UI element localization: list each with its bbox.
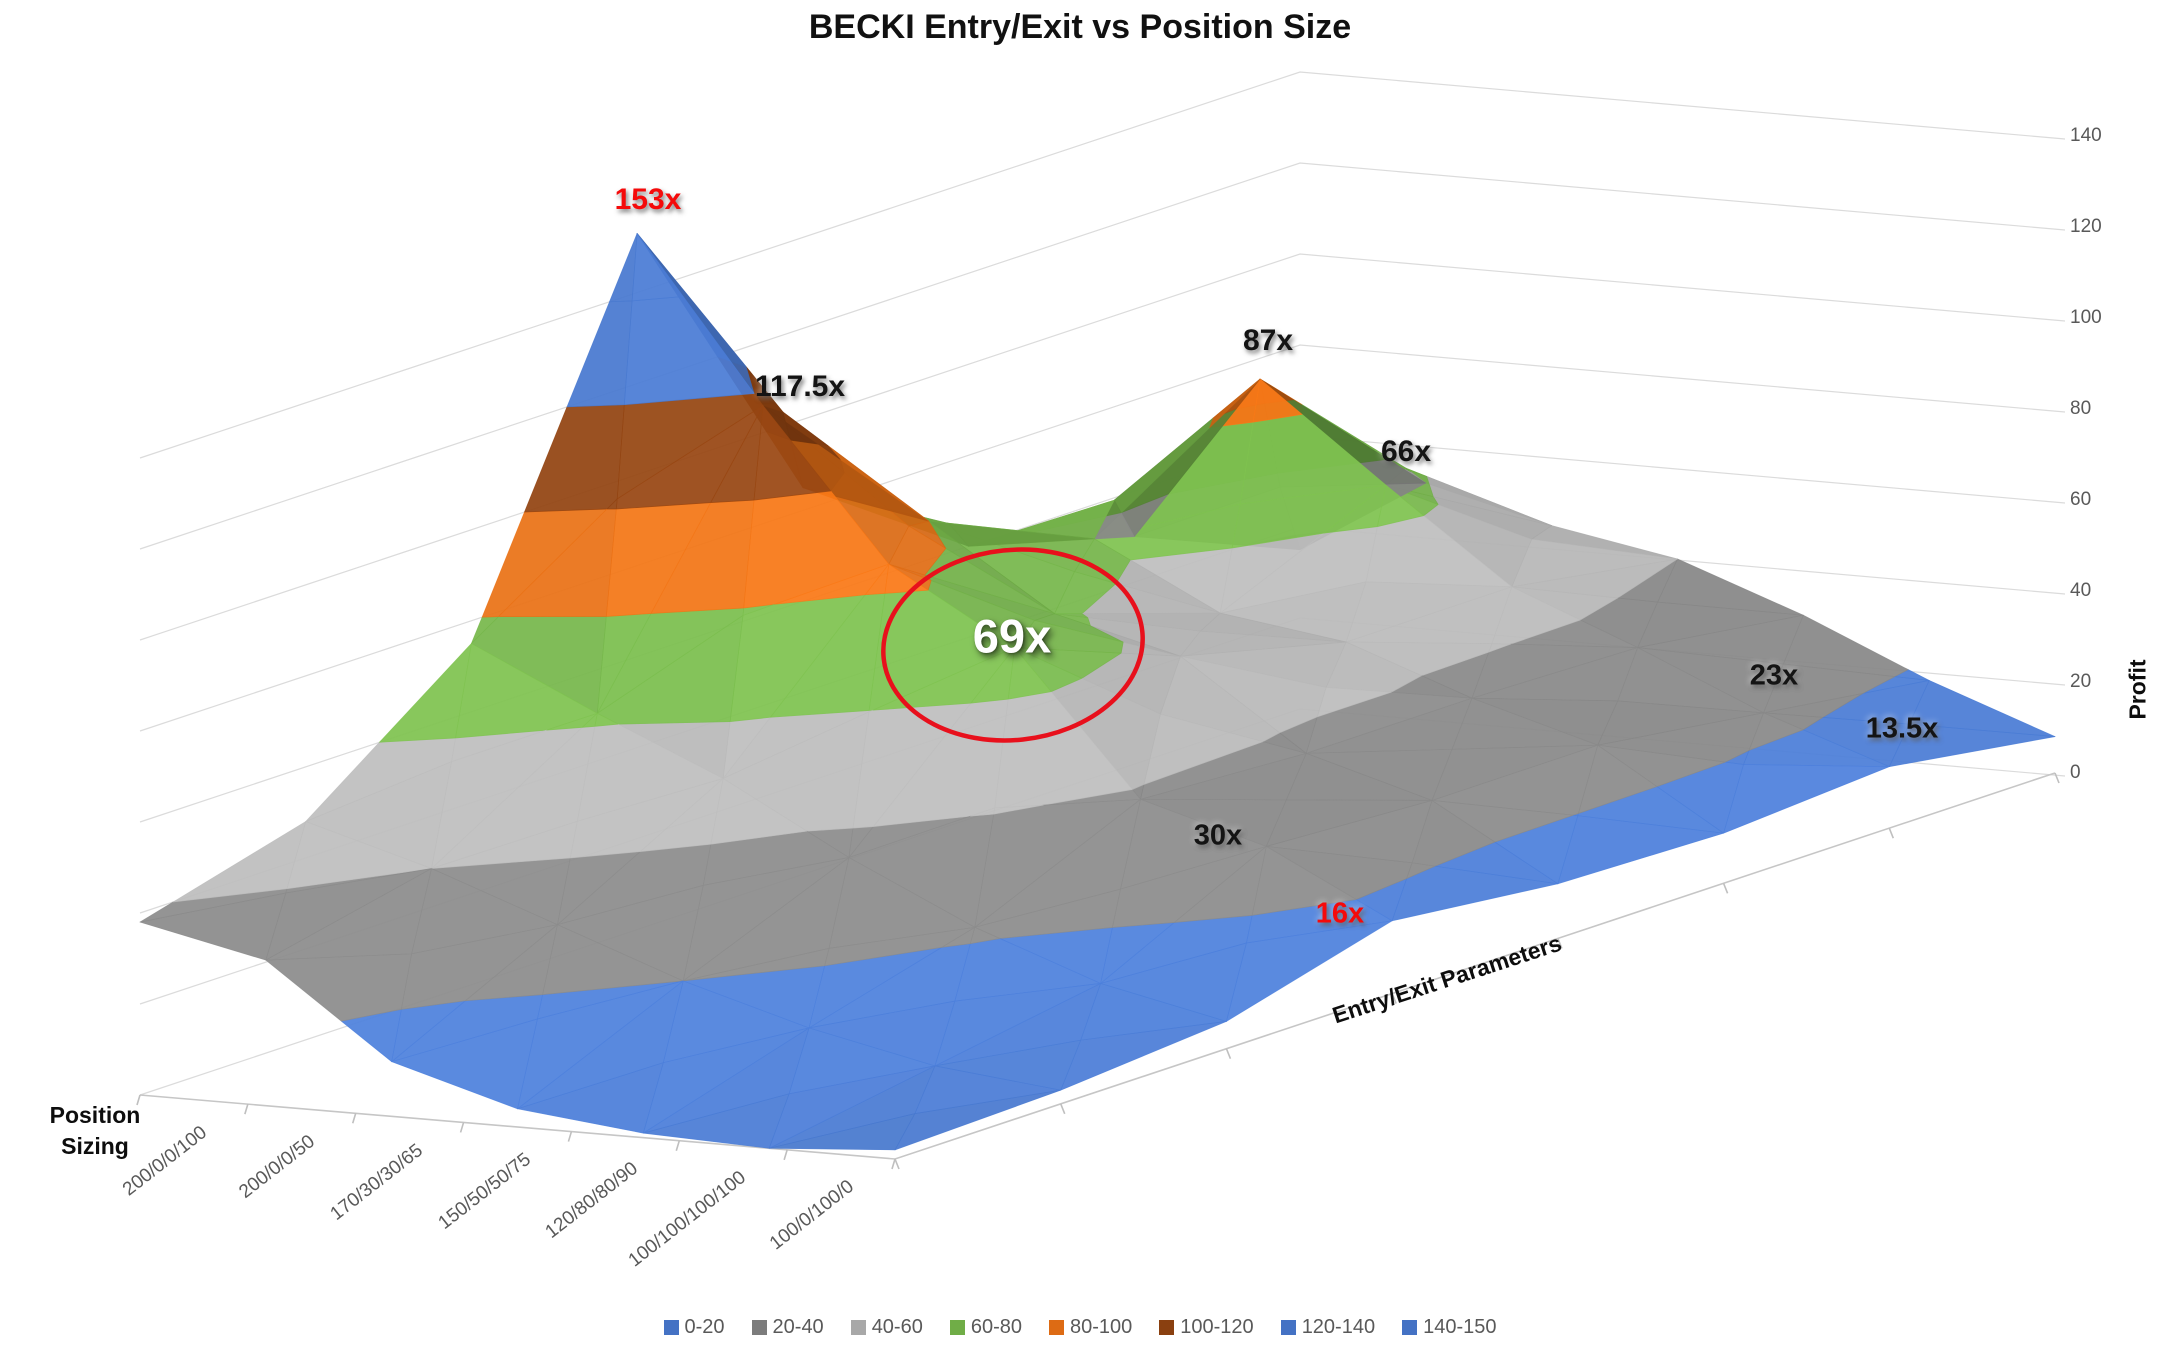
highlight-ellipse bbox=[881, 547, 1145, 743]
legend-label: 40-60 bbox=[871, 1315, 923, 1338]
series-tick bbox=[1391, 993, 1397, 1004]
surface-facet bbox=[1209, 378, 1261, 428]
surface-facet bbox=[546, 712, 598, 731]
series-tick bbox=[1557, 938, 1563, 949]
surface-facet bbox=[524, 404, 625, 513]
value-tick-label: 40 bbox=[2070, 580, 2092, 601]
category-tick bbox=[891, 1158, 896, 1170]
legend-swatch-icon bbox=[850, 1319, 866, 1335]
value-tick-label: 0 bbox=[2070, 762, 2081, 783]
value-axis-title: Profit bbox=[2124, 659, 2151, 720]
legend-item-100-120: 100-120 bbox=[1159, 1315, 1254, 1339]
data-label-1175x: 117.5x bbox=[754, 370, 846, 403]
surface-facet bbox=[1723, 764, 1890, 834]
legend-item-20-40: 20-40 bbox=[751, 1315, 824, 1339]
data-label-23x: 23x bbox=[1749, 659, 1799, 692]
data-label-135x: 13.5x bbox=[1865, 712, 1939, 745]
series-tick bbox=[1722, 882, 1729, 894]
series-tick bbox=[894, 1158, 900, 1170]
data-label-66x: 66x bbox=[1380, 435, 1432, 468]
legend-swatch-icon bbox=[949, 1319, 965, 1335]
surface-facet bbox=[431, 820, 578, 869]
data-label-16x: 16x bbox=[1315, 897, 1365, 930]
legend-label: 20-40 bbox=[772, 1315, 824, 1338]
value-tick-label: 60 bbox=[2070, 489, 2092, 510]
legend: 0-20 20-40 40-60 60-80 80-100 100-120 120-140 1… bbox=[0, 1310, 2160, 1344]
value-tick-label: 80 bbox=[2070, 398, 2092, 419]
legend-swatch-icon bbox=[1159, 1319, 1175, 1335]
legend-label: 0-20 bbox=[684, 1315, 725, 1338]
surface-facet bbox=[172, 821, 307, 903]
category-tick bbox=[783, 1149, 788, 1161]
series-tick bbox=[1225, 1048, 1232, 1060]
surface-facet bbox=[139, 892, 287, 961]
legend-swatch-icon bbox=[1402, 1319, 1418, 1335]
legend-item-120-140: 120-140 bbox=[1280, 1315, 1376, 1339]
category-tick bbox=[567, 1131, 573, 1142]
surface-facet bbox=[970, 807, 996, 817]
legend-swatch-icon bbox=[1280, 1319, 1296, 1335]
legend-item-60-80: 60-80 bbox=[949, 1315, 1022, 1339]
legend-swatch-icon bbox=[751, 1319, 767, 1335]
gridline bbox=[139, 162, 2066, 550]
data-label-87x: 87x bbox=[1242, 324, 1294, 357]
series-tick bbox=[2054, 772, 2060, 784]
surface-facet bbox=[265, 953, 412, 1022]
value-tick-label: 20 bbox=[2070, 671, 2092, 692]
chart-title: BECKI Entry/Exit vs Position Size bbox=[808, 8, 1352, 46]
data-label-30x: 30x bbox=[1193, 819, 1243, 852]
surface-facet bbox=[631, 233, 684, 302]
data-label-69x: 69x bbox=[972, 609, 1052, 663]
legend-label: 100-120 bbox=[1180, 1315, 1254, 1338]
surface-facet bbox=[517, 1062, 664, 1134]
legend-label: 80-100 bbox=[1070, 1315, 1133, 1338]
category-tick bbox=[459, 1122, 465, 1133]
value-tick-label: 140 bbox=[2070, 125, 2102, 146]
surface-facet bbox=[606, 498, 618, 510]
surface-facet bbox=[774, 563, 890, 605]
legend-item-140-150: 140-150 bbox=[1402, 1315, 1497, 1339]
legend-item-40-60: 40-60 bbox=[850, 1315, 923, 1339]
category-axis-title: Position Sizing bbox=[49, 1102, 141, 1160]
legend-label: 60-80 bbox=[970, 1315, 1022, 1338]
surface-facet bbox=[391, 1018, 538, 1110]
surface-facet bbox=[379, 643, 472, 743]
value-tick-label: 100 bbox=[2070, 307, 2102, 328]
surface-mesh bbox=[139, 233, 2056, 1151]
legend-item-80-100: 80-100 bbox=[1049, 1316, 1132, 1339]
axes bbox=[136, 772, 2060, 1170]
surface-facet bbox=[609, 233, 638, 303]
category-tick bbox=[675, 1140, 681, 1151]
series-tick bbox=[1059, 1103, 1066, 1115]
surface-facet bbox=[872, 647, 1015, 711]
category-tick bbox=[244, 1103, 249, 1115]
surface-facet bbox=[768, 1113, 916, 1151]
surface-facet bbox=[566, 300, 633, 408]
legend-swatch-icon bbox=[1049, 1319, 1064, 1335]
surface-facet bbox=[642, 1093, 790, 1149]
legend-swatch-icon bbox=[663, 1319, 679, 1335]
legend-item-0-20: 0-20 bbox=[663, 1315, 725, 1339]
legend-label: 120-140 bbox=[1301, 1315, 1376, 1338]
category-tick bbox=[351, 1113, 357, 1124]
legend-label: 140-150 bbox=[1423, 1315, 1497, 1338]
series-tick bbox=[1888, 827, 1895, 839]
category-tick bbox=[136, 1094, 141, 1106]
value-tick-label: 120 bbox=[2070, 216, 2102, 237]
surface-facet bbox=[682, 948, 830, 982]
data-label-153x: 153x bbox=[614, 183, 682, 216]
gridline bbox=[139, 71, 2066, 459]
